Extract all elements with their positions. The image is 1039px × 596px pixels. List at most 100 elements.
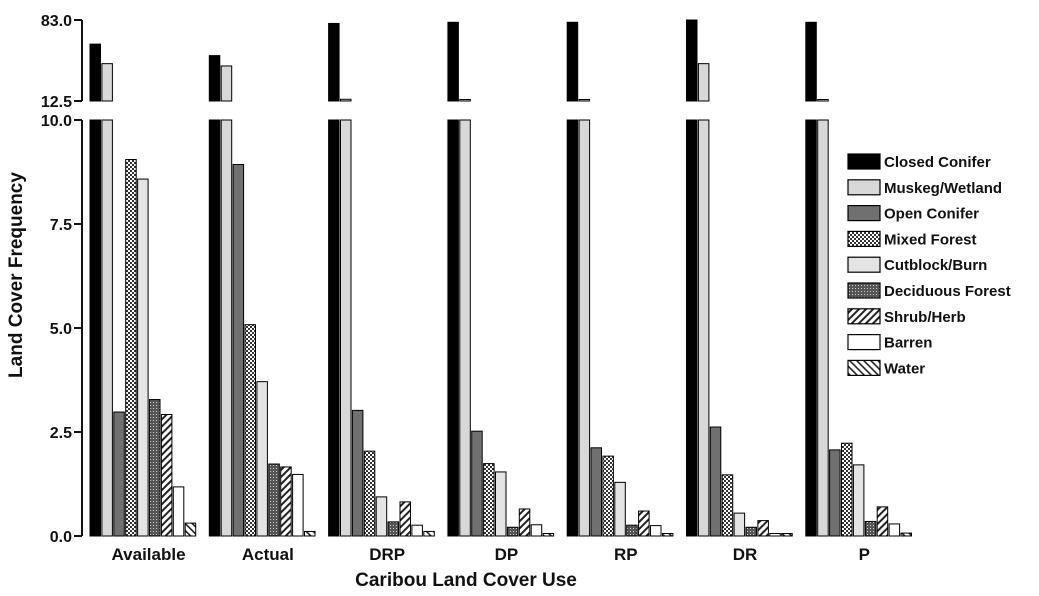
bar [244,324,256,537]
bar [125,159,137,537]
legend-label: Barren [884,335,932,352]
bar [411,524,423,537]
bar [304,530,316,537]
x-tick-label: DRP [369,545,405,564]
bar [626,524,638,537]
bar [495,471,507,537]
bar [650,525,662,537]
x-tick-label: DR [733,545,758,564]
bar [542,533,555,537]
bar [530,524,543,537]
bar [375,496,388,537]
bar [149,399,161,537]
bar [280,466,292,537]
bar [423,530,435,537]
y-tick-label: 83.0 [41,13,72,30]
bar [184,522,197,537]
bar [638,510,650,537]
bar [340,119,352,537]
y-tick-label: 10.0 [41,113,72,130]
y-axis-title: Land Cover Frequency [6,172,27,378]
bar [518,508,531,537]
bar-upper [220,65,233,102]
legend-swatch [847,205,881,222]
x-tick-label: RP [614,545,638,564]
bar-upper [89,43,101,102]
bar [101,119,113,537]
y-tick-label: 0.0 [50,529,72,546]
bar [721,474,734,537]
bar [602,455,614,537]
bar [328,119,340,537]
legend-label: Mixed Forest [884,231,977,248]
bar [829,449,841,537]
bar [769,533,781,537]
bar [268,463,280,537]
legend-swatch [847,308,881,325]
legend-swatch [847,359,881,376]
y-tick-label: 7.5 [50,217,72,234]
bar [208,119,221,537]
bar [590,447,602,537]
bar-upper [101,63,113,102]
bar [661,533,674,537]
bar [160,414,173,537]
bar-upper [578,99,591,102]
bar [137,178,149,537]
bar-upper [566,21,579,102]
legend-label: Deciduous Forest [884,283,1011,300]
bar [256,381,268,537]
bar [447,119,459,537]
x-tick-label: Available [112,545,186,564]
bar [113,411,125,537]
bar [232,164,245,537]
legend-label: Water [884,360,925,377]
bar [578,119,591,537]
bar [745,526,757,537]
bar-upper [697,63,710,102]
bar [900,532,912,537]
bar [566,119,579,537]
bar [387,521,400,537]
bar [841,442,853,537]
legend-swatch [847,230,881,247]
legend-label: Closed Conifer [884,154,991,171]
bar [471,430,483,537]
bar-upper [805,21,817,102]
legend-swatch [847,334,881,351]
bar [399,501,411,537]
bar [805,119,817,537]
legend-label: Muskeg/Wetland [884,180,1002,197]
x-tick-label: P [859,545,870,564]
bar [852,464,865,537]
bar [697,119,710,537]
bar [781,533,793,537]
bar [172,486,185,537]
x-axis-title: Caribou Land Cover Use [355,570,577,591]
y-tick-label: 5.0 [50,321,72,338]
bar [864,520,877,537]
legend-label: Shrub/Herb [884,309,966,326]
bar-upper [208,55,221,102]
y-ticks: 0.0 2.5 5.0 7.5 10.0 12.5 83.0 [41,13,82,546]
bar-upper [328,22,340,102]
legend-swatch [847,153,881,170]
x-tick-label: DP [495,545,519,564]
bar [876,506,889,537]
bar-upper [447,21,459,102]
legend: Closed Conifer Muskeg/Wetland Open Conifer… [847,153,1011,377]
bar [888,523,901,537]
bar [614,481,626,537]
bar [817,119,829,537]
bar [506,526,519,537]
bar [292,473,304,537]
bar-upper [817,99,829,102]
bar [757,520,769,537]
bar [459,119,471,537]
bar [351,409,364,537]
legend-label: Cutblock/Burn [884,257,987,274]
bar [733,512,746,537]
bar-upper [340,98,352,102]
legend-label: Open Conifer [884,206,979,223]
